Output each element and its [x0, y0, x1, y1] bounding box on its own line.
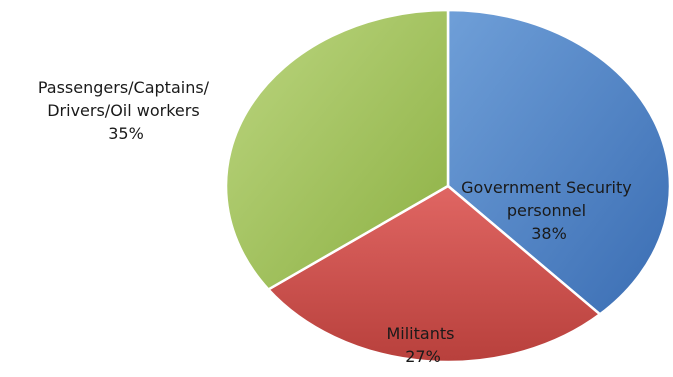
label-line: Government Security: [461, 178, 632, 197]
percent-label: 27%: [405, 347, 441, 366]
pie-slices: [224, 8, 672, 364]
slice-militants: [266, 184, 602, 364]
slice-government-security: [446, 8, 672, 316]
label-line: Passengers/Captains/: [38, 78, 210, 97]
slice-passengers: [224, 8, 450, 292]
percent-label: 38%: [531, 224, 567, 243]
pie-labels: Government Security personnel 38% Milita…: [38, 78, 637, 366]
slice-label-passengers: Passengers/Captains/ Drivers/Oil workers…: [38, 78, 214, 143]
label-line: personnel: [507, 201, 586, 220]
slice-label-government-security: Government Security personnel 38%: [461, 178, 637, 243]
label-line: Militants: [386, 324, 454, 343]
slice-label-militants: Militants 27%: [386, 324, 459, 366]
percent-label: 35%: [108, 124, 144, 143]
label-line: Drivers/Oil workers: [47, 101, 199, 120]
